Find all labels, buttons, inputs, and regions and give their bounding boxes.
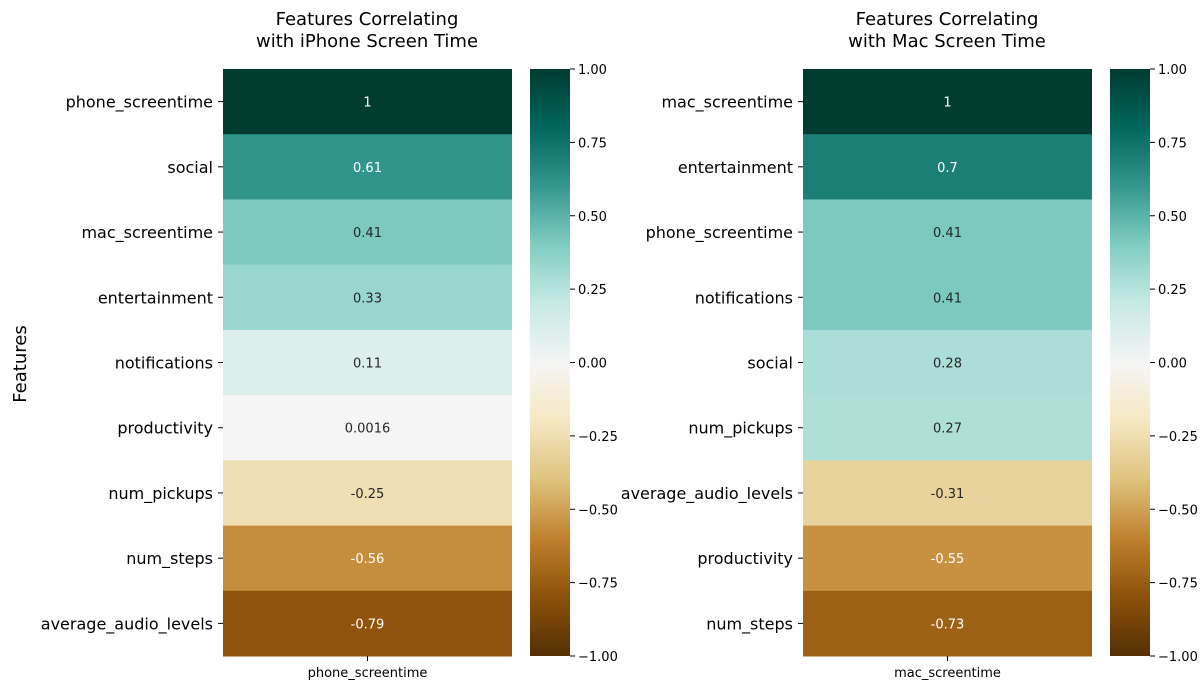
figure-ylabel: Features: [10, 325, 31, 402]
heatmap-panel-2: Features Correlating with Mac Screen Time…: [621, 9, 1198, 681]
x-tick-label: phone_screentime: [308, 666, 428, 681]
colorbar-tick-label: 1.00: [578, 63, 607, 78]
cell-label: -0.25: [351, 487, 385, 502]
y-tick-label: mac_screentime: [661, 93, 793, 113]
heatmap-cell: [803, 264, 1092, 331]
heatmap-cell: [223, 590, 512, 657]
heatmap-cell: [803, 69, 1092, 135]
y-tick-label: notifications: [115, 354, 213, 373]
y-tick-label: entertainment: [678, 158, 793, 177]
y-tick-label: social: [167, 158, 213, 177]
heatmap-cell: [223, 69, 512, 135]
heatmap-cell: [803, 590, 1092, 657]
cell-label: 0.0016: [345, 422, 391, 437]
colorbar-tick-label: 1.00: [1158, 63, 1187, 78]
cell-label: 0.41: [933, 291, 962, 306]
heatmap-cell: [803, 199, 1092, 266]
y-tick-label: average_audio_levels: [41, 614, 213, 634]
heatmap-cell: [223, 134, 512, 200]
y-tick-label: num_pickups: [688, 419, 793, 439]
cell-label: 1: [943, 96, 951, 111]
colorbar-tick-label: −0.75: [578, 577, 618, 592]
heatmap-cell: [803, 134, 1092, 200]
colorbar-tick-label: −1.00: [578, 650, 618, 665]
chart-title: Features Correlating with Mac Screen Time: [848, 9, 1046, 52]
heatmap-cell: [803, 460, 1092, 527]
heatmap-cell: [803, 395, 1092, 461]
heatmap-panel-1: Features Correlating with iPhone Screen T…: [41, 9, 618, 681]
cell-label: -0.31: [931, 487, 965, 502]
colorbar-tick-label: −0.25: [578, 430, 618, 445]
y-tick-label: entertainment: [98, 288, 213, 307]
colorbar: [530, 69, 570, 656]
cell-label: 1: [363, 96, 371, 111]
heatmap-cell: [223, 525, 512, 592]
y-tick-label: num_steps: [706, 614, 793, 634]
chart-title: Features Correlating with iPhone Screen T…: [256, 9, 478, 52]
x-tick-label: mac_screentime: [894, 666, 1001, 681]
y-tick-label: productivity: [697, 549, 793, 568]
colorbar-tick-label: 0.25: [1158, 283, 1187, 298]
cell-label: 0.7: [937, 161, 958, 176]
colorbar-tick-label: −0.25: [1158, 430, 1198, 445]
heatmap-cell: [223, 264, 512, 331]
cell-label: 0.28: [933, 357, 962, 372]
colorbar-tick-label: 0.75: [578, 136, 607, 151]
colorbar-tick-label: 0.50: [1158, 210, 1187, 225]
cell-label: 0.11: [353, 357, 382, 372]
colorbar-tick-label: −1.00: [1158, 650, 1198, 665]
y-tick-label: average_audio_levels: [621, 484, 793, 504]
cell-label: -0.73: [931, 617, 965, 632]
heatmap-cell: [223, 395, 512, 461]
colorbar-tick-label: 0.00: [1158, 357, 1187, 372]
heatmap-cell: [223, 460, 512, 527]
cell-label: 0.27: [933, 422, 962, 437]
y-tick-label: num_pickups: [108, 484, 213, 504]
heatmap-cell: [803, 329, 1092, 396]
y-tick-label: phone_screentime: [646, 223, 793, 243]
y-tick-label: num_steps: [126, 549, 213, 569]
cell-label: 0.61: [353, 161, 382, 176]
colorbar-tick-label: 0.75: [1158, 136, 1187, 151]
cell-label: 0.33: [353, 291, 382, 306]
colorbar-tick-label: −0.50: [1158, 503, 1198, 518]
heatmap-cell: [803, 525, 1092, 592]
cell-label: -0.56: [351, 552, 385, 567]
colorbar-tick-label: 0.50: [578, 210, 607, 225]
y-tick-label: notifications: [695, 288, 793, 307]
y-tick-label: social: [747, 354, 793, 373]
cell-label: 0.41: [933, 226, 962, 241]
cell-label: -0.79: [351, 617, 385, 632]
heatmap-cell: [223, 329, 512, 396]
y-tick-label: mac_screentime: [81, 223, 213, 243]
colorbar: [1110, 69, 1150, 656]
y-tick-label: productivity: [117, 419, 213, 438]
cell-label: 0.41: [353, 226, 382, 241]
colorbar-tick-label: 0.25: [578, 283, 607, 298]
y-tick-label: phone_screentime: [66, 93, 213, 113]
colorbar-tick-label: −0.50: [578, 503, 618, 518]
colorbar-tick-label: −0.75: [1158, 577, 1198, 592]
colorbar-tick-label: 0.00: [578, 357, 607, 372]
heatmap-cell: [223, 199, 512, 266]
cell-label: -0.55: [931, 552, 965, 567]
